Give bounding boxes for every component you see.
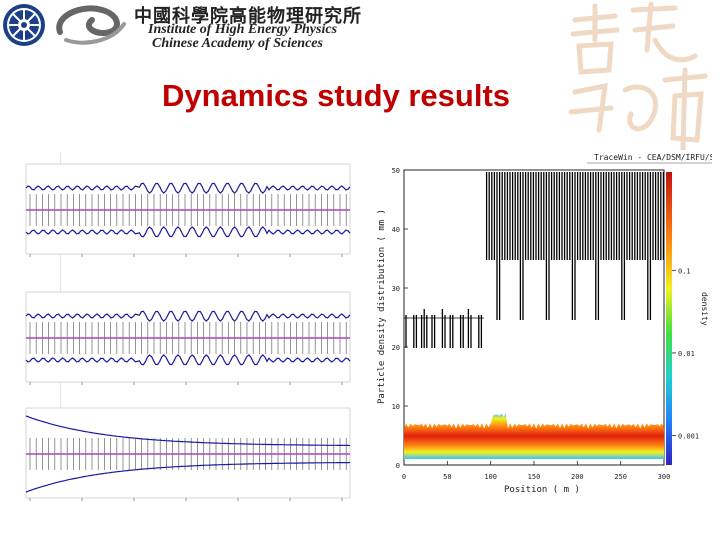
x-axis-ticks: 0 50 100 150 200 250 300	[402, 461, 670, 481]
x-tick-label: 150	[528, 473, 541, 481]
colorbar-label: density	[700, 292, 709, 326]
envelope-plot-y	[25, 291, 351, 385]
y-tick-label: 0	[396, 462, 400, 470]
colorbar-ticks: 0.1 0.01 0.001	[672, 267, 699, 441]
academy-name-english: Chinese Academy of Sciences	[152, 36, 323, 51]
slide-title: Dynamics study results	[162, 78, 511, 113]
x-tick-label: 200	[571, 473, 584, 481]
institute-name-english: Institute of High Energy Physics	[148, 22, 338, 37]
y-tick-label: 50	[392, 167, 400, 175]
y-tick-label: 40	[392, 226, 400, 234]
colorbar-tick-label: 0.001	[678, 433, 699, 441]
x-tick-label: 50	[443, 473, 451, 481]
upper-envelope	[25, 310, 351, 322]
density-outline-bars	[404, 172, 665, 348]
envelope-plot-x	[25, 163, 351, 257]
x-tick-label: 250	[614, 473, 627, 481]
x-tick-label: 0	[402, 473, 406, 481]
y-tick-label: 20	[392, 344, 400, 352]
ihep-emblem-logo	[3, 4, 45, 46]
calligraphy-decoration	[568, 1, 708, 150]
x-axis-label: Position ( m )	[504, 485, 580, 495]
y-tick-label: 30	[392, 285, 400, 293]
colorbar-tick-label: 0.01	[678, 350, 695, 358]
colorbar-tick-label: 0.1	[678, 267, 691, 275]
lower-envelope	[25, 354, 351, 366]
tracewin-header: TraceWin - CEA/DSM/IRFU/SACM	[594, 153, 712, 162]
upper-envelope	[25, 182, 351, 194]
x-tick-label: 300	[658, 473, 671, 481]
lower-envelope	[25, 461, 351, 493]
colorbar	[666, 172, 672, 465]
lower-envelope	[25, 226, 351, 238]
y-axis-ticks: 0 10 20 30 40 50	[392, 167, 408, 470]
upper-envelope	[25, 415, 351, 447]
institute-name-chinese: 中國科學院高能物理研究所	[134, 6, 362, 27]
y-axis-label: Particle density distribution ( mm )	[377, 209, 387, 404]
envelope-plot-z	[25, 407, 351, 501]
header-banner: 中國科學院高能物理研究所 Institute of High Energy Ph…	[0, 0, 720, 150]
x-tick-label: 100	[484, 473, 497, 481]
particle-density-plot: TraceWin - CEA/DSM/IRFU/SACM 0 10 20 30 40 50…	[377, 153, 712, 495]
y-tick-label: 10	[392, 403, 400, 411]
swirl-logo	[56, 5, 126, 45]
density-core-band	[404, 413, 664, 459]
